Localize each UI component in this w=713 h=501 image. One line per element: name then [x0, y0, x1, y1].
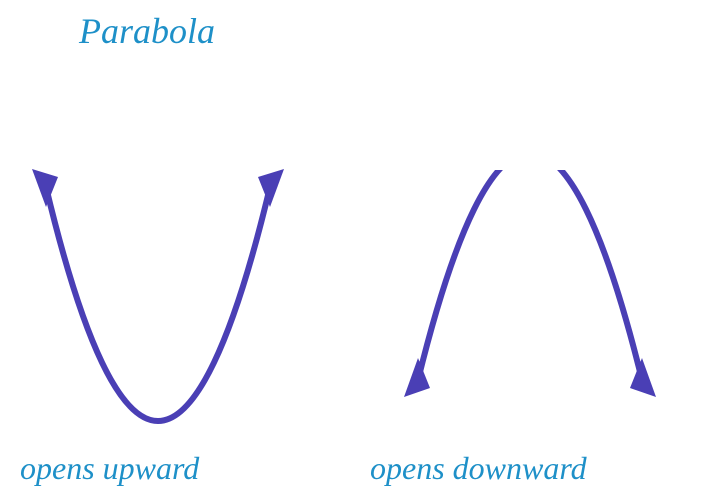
diagram-title: Parabola	[79, 10, 215, 52]
caption-downward: opens downward	[370, 450, 587, 487]
parabola-downward	[400, 170, 660, 405]
parabola-upward	[28, 165, 288, 430]
caption-upward: opens upward	[20, 450, 199, 487]
